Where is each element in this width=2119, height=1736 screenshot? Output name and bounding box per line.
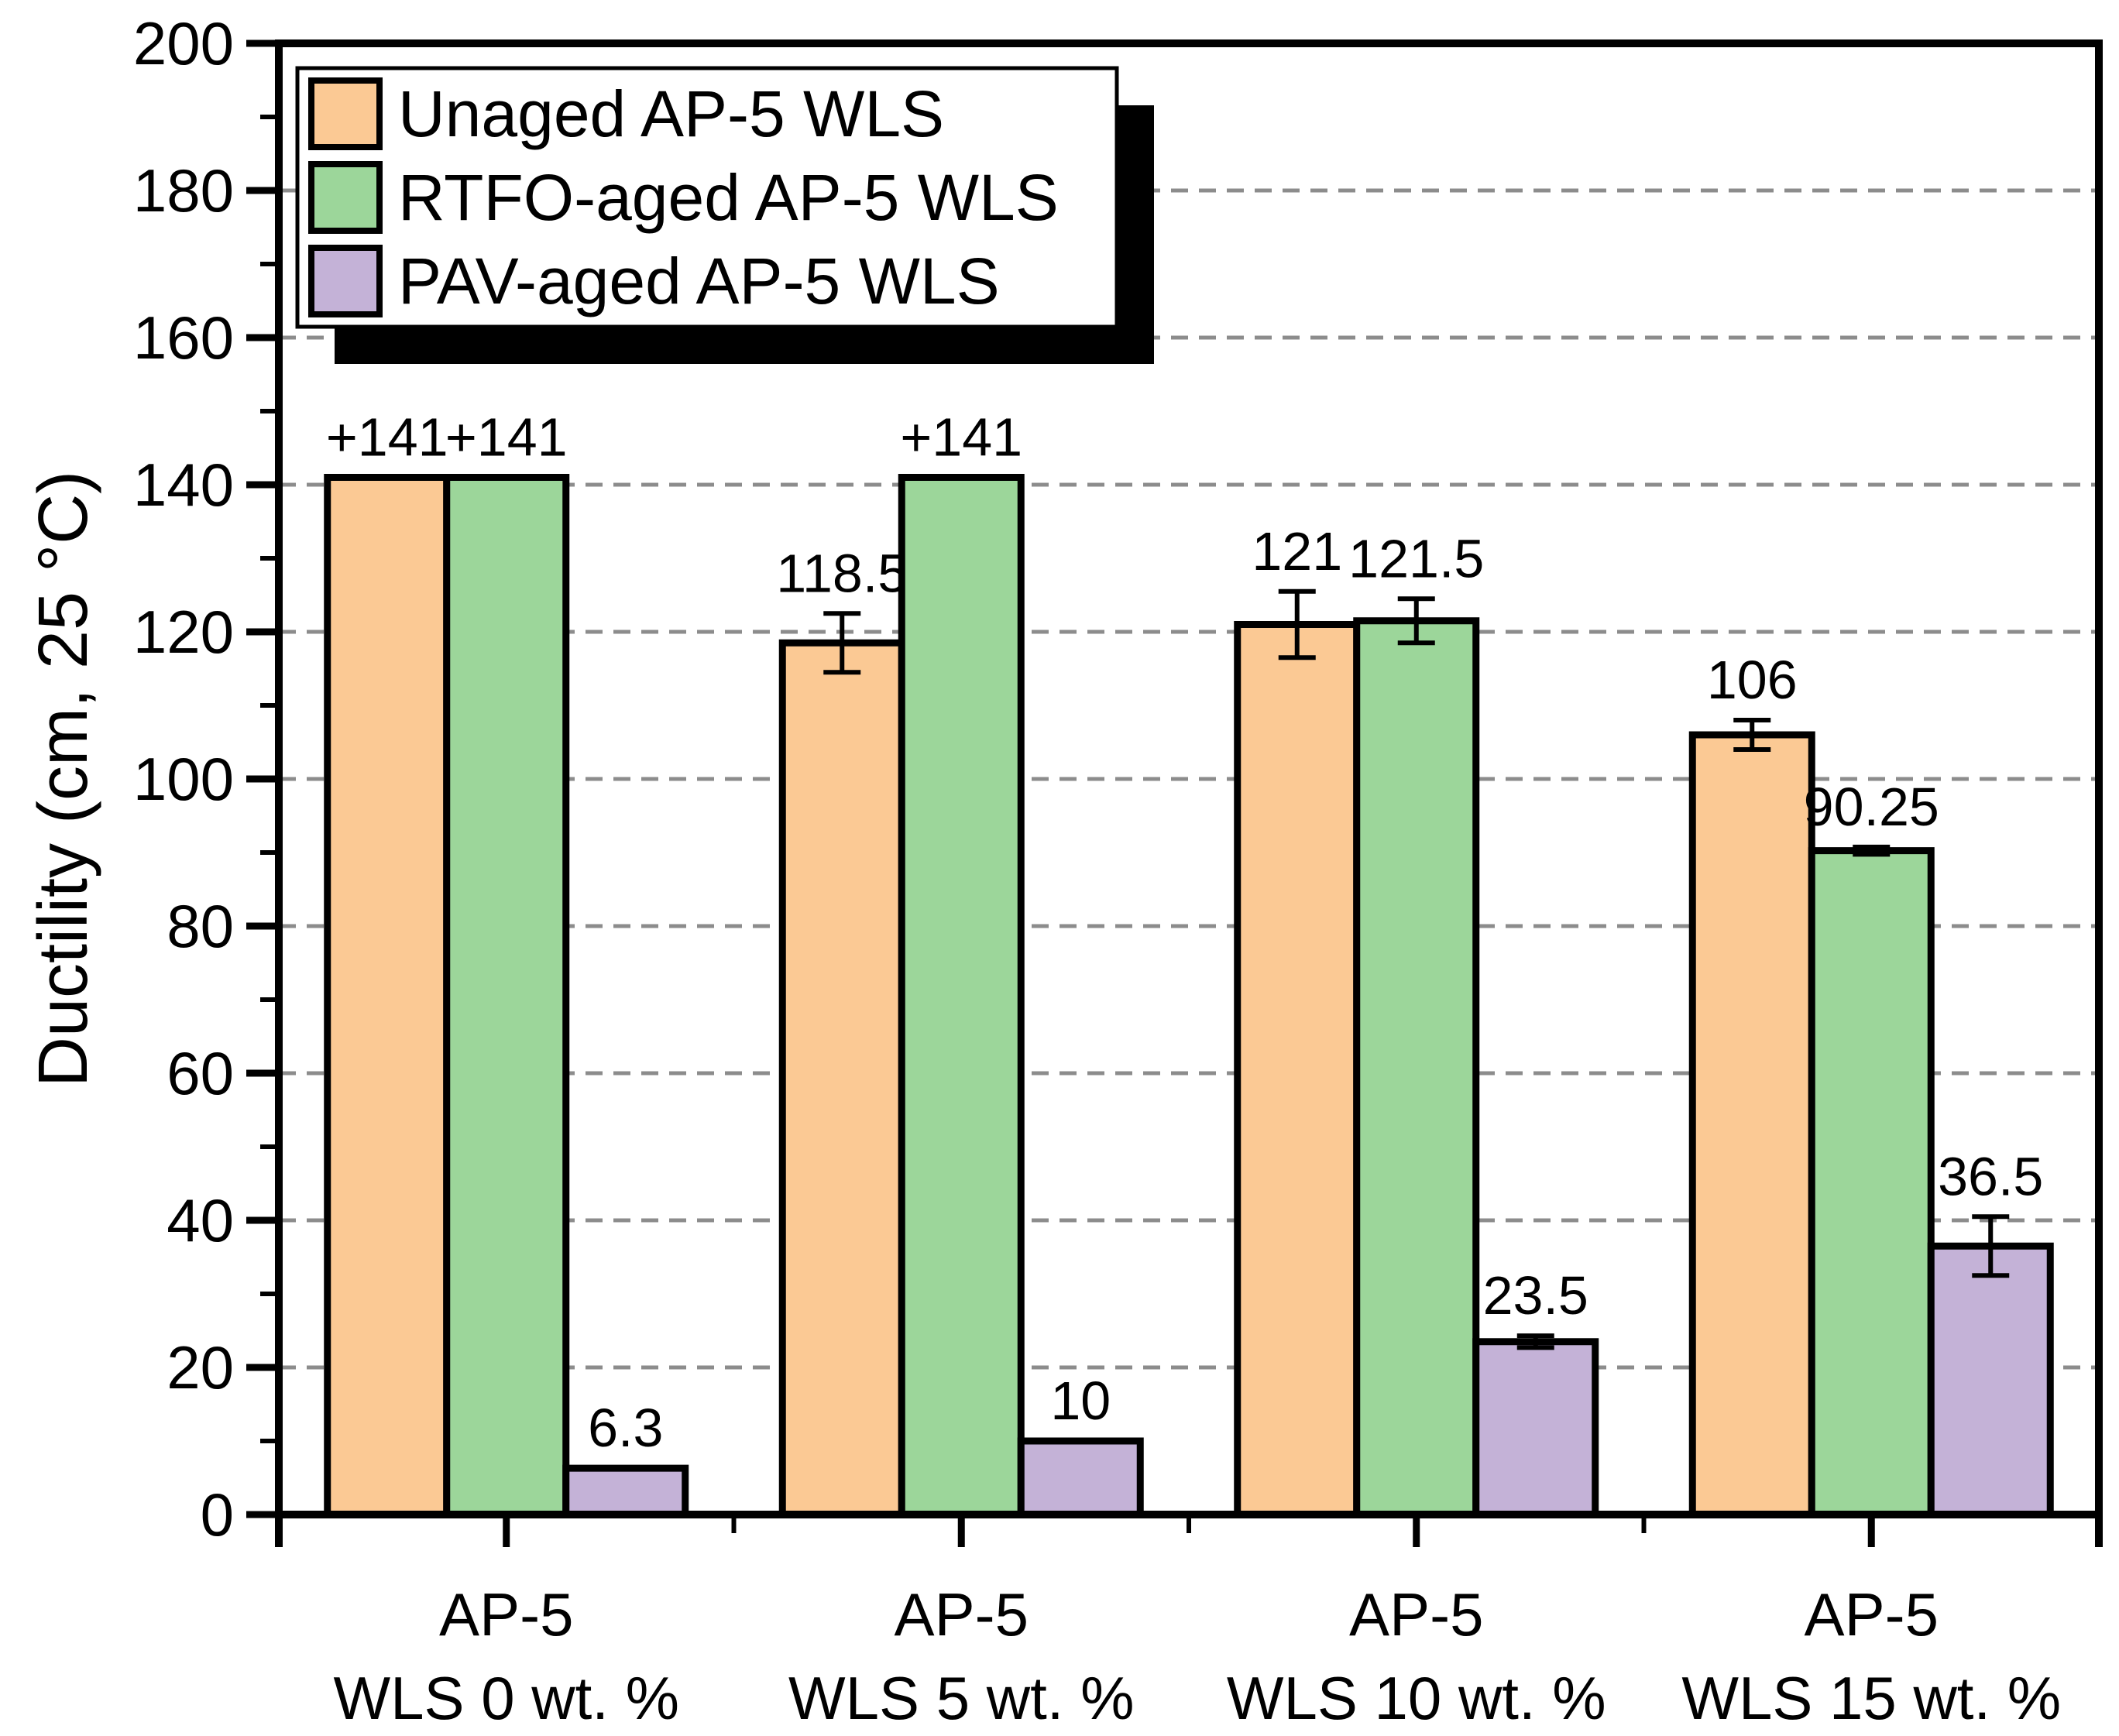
- bar-rtfo-aged-ap-5-wls-cat1: [898, 474, 1025, 1518]
- legend-label-unaged-ap-5-wls: Unaged AP-5 WLS: [398, 77, 944, 150]
- legend-swatch-pav-aged-ap-5-wls: [308, 245, 383, 317]
- legend-swatch-unaged-ap-5-wls: [308, 77, 383, 150]
- x-category-label-line2-cat2: WLS 10 wt. %: [1227, 1664, 1606, 1732]
- value-label-unaged-ap-5-wls-cat3: 106: [1707, 650, 1798, 710]
- value-label-pav-aged-ap-5-wls-cat0: 6.3: [588, 1398, 663, 1458]
- value-label-pav-aged-ap-5-wls-cat1: 10: [1050, 1371, 1111, 1431]
- legend-label-pav-aged-ap-5-wls: PAV-aged AP-5 WLS: [398, 245, 1000, 317]
- bar-pav-aged-ap-5-wls-cat0: [562, 1464, 689, 1518]
- x-category-label-line1-cat1: AP-5: [895, 1580, 1029, 1649]
- y-tick-label-180: 180: [133, 156, 234, 225]
- x-category-label-line2-cat0: WLS 0 wt. %: [334, 1664, 679, 1732]
- value-label-rtfo-aged-ap-5-wls-cat0: +141: [445, 407, 568, 468]
- bar-unaged-ap-5-wls-cat0: [324, 474, 451, 1518]
- value-label-pav-aged-ap-5-wls-cat3: 36.5: [1938, 1146, 2043, 1206]
- value-label-rtfo-aged-ap-5-wls-cat1: +141: [900, 407, 1022, 468]
- bar-rtfo-aged-ap-5-wls-cat3: [1808, 847, 1935, 1518]
- value-label-unaged-ap-5-wls-cat1: 118.5: [776, 543, 908, 603]
- x-category-label-line1-cat3: AP-5: [1805, 1580, 1939, 1649]
- y-tick-label-80: 80: [167, 892, 234, 960]
- bar-pav-aged-ap-5-wls-cat2: [1472, 1338, 1599, 1518]
- value-label-unaged-ap-5-wls-cat2: 121: [1252, 521, 1342, 582]
- bar-pav-aged-ap-5-wls-cat1: [1017, 1437, 1144, 1518]
- x-category-label-line2-cat3: WLS 15 wt. %: [1681, 1664, 2061, 1732]
- y-tick-label-20: 20: [167, 1333, 234, 1401]
- value-label-unaged-ap-5-wls-cat0: +141: [326, 407, 448, 468]
- bar-rtfo-aged-ap-5-wls-cat2: [1353, 617, 1480, 1518]
- bar-pav-aged-ap-5-wls-cat3: [1927, 1242, 2054, 1518]
- legend-label-rtfo-aged-ap-5-wls: RTFO-aged AP-5 WLS: [398, 161, 1059, 234]
- bar-unaged-ap-5-wls-cat1: [778, 639, 905, 1518]
- value-label-rtfo-aged-ap-5-wls-cat2: 121.5: [1348, 528, 1484, 588]
- y-tick-label-120: 120: [133, 598, 234, 666]
- y-tick-label-0: 0: [201, 1480, 234, 1549]
- value-label-pav-aged-ap-5-wls-cat2: 23.5: [1483, 1265, 1588, 1326]
- y-tick-label-100: 100: [133, 745, 234, 813]
- x-category-label-line2-cat1: WLS 5 wt. %: [788, 1664, 1134, 1732]
- x-category-label-line1-cat2: AP-5: [1349, 1580, 1483, 1649]
- y-tick-label-60: 60: [167, 1039, 234, 1107]
- legend-box: [295, 66, 1119, 329]
- y-tick-label-140: 140: [133, 451, 234, 519]
- y-tick-label-40: 40: [167, 1186, 234, 1254]
- value-label-rtfo-aged-ap-5-wls-cat3: 90.25: [1804, 777, 1939, 837]
- bar-unaged-ap-5-wls-cat2: [1234, 621, 1361, 1518]
- x-category-label-line1-cat0: AP-5: [439, 1580, 573, 1649]
- bar-unaged-ap-5-wls-cat3: [1688, 731, 1815, 1518]
- legend-swatch-rtfo-aged-ap-5-wls: [308, 161, 383, 234]
- y-axis-title: Ductility (cm, 25 °C): [25, 471, 102, 1087]
- y-tick-label-160: 160: [133, 304, 234, 372]
- y-tick-label-200: 200: [133, 9, 234, 77]
- bar-rtfo-aged-ap-5-wls-cat0: [443, 474, 570, 1518]
